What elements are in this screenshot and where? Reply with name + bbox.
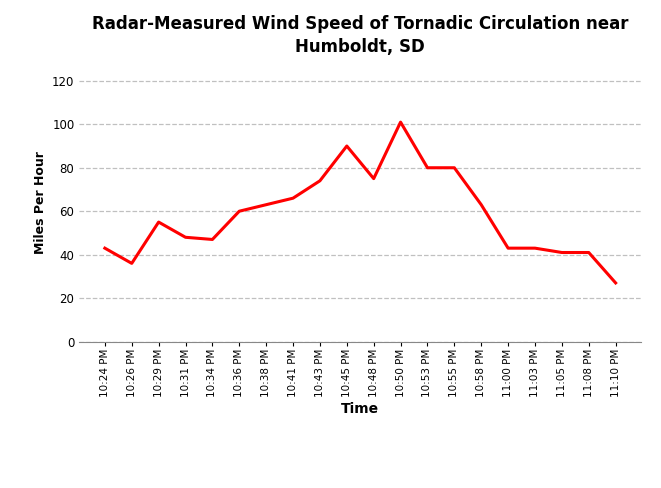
Title: Radar-Measured Wind Speed of Tornadic Circulation near
Humboldt, SD: Radar-Measured Wind Speed of Tornadic Ci… [92,15,629,56]
X-axis label: Time: Time [341,403,379,416]
Y-axis label: Miles Per Hour: Miles Per Hour [34,151,46,254]
